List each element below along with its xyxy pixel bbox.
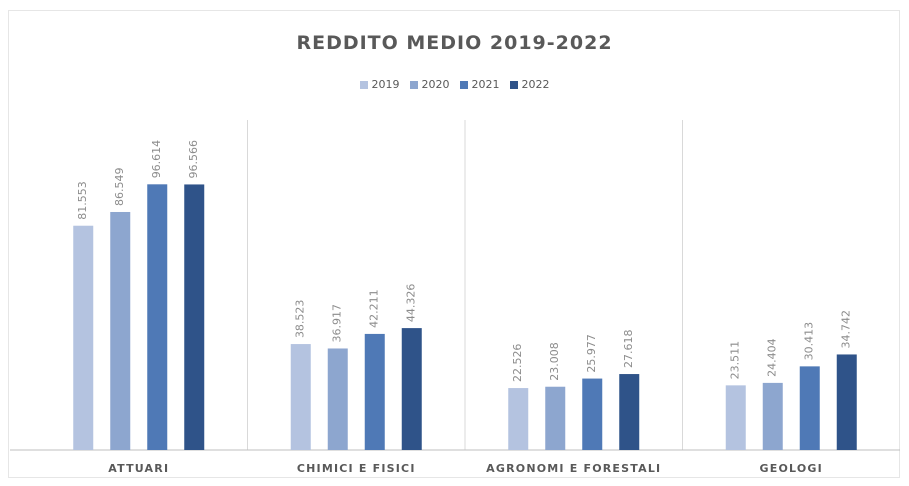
data-label-2019-3: 23.511: [729, 341, 742, 380]
data-label-2021-2: 25.977: [585, 334, 598, 373]
bar-2022-0: [184, 184, 205, 451]
data-label-2019-2: 22.526: [511, 344, 524, 383]
legend-label-2020: 2020: [421, 78, 450, 91]
data-label-2022-0: 96.566: [187, 140, 200, 179]
bar-2022-1: [401, 328, 422, 450]
legend-item-2021: 2021: [459, 78, 500, 91]
bar-2020-2: [545, 386, 566, 450]
legend-swatch-2021: [459, 80, 468, 89]
legend-label-2019: 2019: [371, 78, 400, 91]
bar-2019-0: [73, 225, 94, 450]
bar-2019-2: [508, 388, 529, 450]
bar-2021-0: [147, 184, 168, 450]
bar-2020-3: [762, 382, 783, 450]
data-label-2022-1: 44.326: [405, 284, 418, 323]
legend-swatch-2019: [359, 80, 368, 89]
legend-swatch-2022: [509, 80, 518, 89]
chart-legend: 2019 2020 2021 2022: [0, 78, 909, 91]
category-label-0: ATTUARI: [108, 462, 169, 475]
data-label-2020-3: 24.404: [766, 338, 779, 377]
bar-2022-3: [836, 354, 857, 450]
category-label-2: AGRONOMI E FORESTALI: [486, 462, 661, 475]
legend-item-2020: 2020: [409, 78, 450, 91]
data-label-2021-3: 30.413: [803, 322, 816, 361]
chart-title: REDDITO MEDIO 2019-2022: [296, 32, 613, 54]
data-label-2019-1: 38.523: [294, 300, 307, 339]
category-label-3: GEOLOGI: [760, 462, 823, 475]
legend-item-2022: 2022: [509, 78, 550, 91]
data-label-2020-2: 23.008: [548, 342, 561, 381]
legend-item-2019: 2019: [359, 78, 400, 91]
legend-swatch-2020: [409, 80, 418, 89]
data-label-2020-0: 86.549: [113, 167, 126, 206]
legend-label-2022: 2022: [521, 78, 550, 91]
bar-2021-2: [582, 378, 603, 450]
bar-2019-1: [290, 344, 311, 450]
legend-label-2021: 2021: [471, 78, 500, 91]
bar-2021-3: [799, 366, 820, 450]
data-label-2022-3: 34.742: [840, 310, 853, 349]
data-label-2021-0: 96.614: [150, 140, 163, 179]
bar-2020-0: [110, 211, 131, 450]
bar-2021-1: [364, 333, 385, 450]
data-label-2020-1: 36.917: [331, 304, 344, 343]
category-label-1: CHIMICI E FISICI: [297, 462, 416, 475]
bar-2019-3: [725, 385, 746, 450]
bar-2020-1: [327, 348, 348, 450]
bar-2022-2: [619, 374, 640, 450]
data-label-2021-1: 42.211: [368, 289, 381, 328]
data-label-2022-2: 27.618: [622, 330, 635, 369]
data-label-2019-0: 81.553: [76, 181, 89, 220]
